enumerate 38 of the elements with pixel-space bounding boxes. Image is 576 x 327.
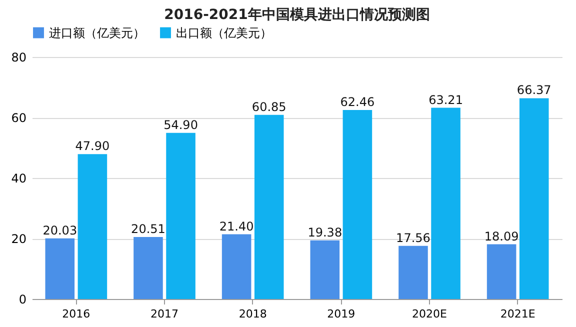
bar [222, 234, 252, 299]
bar [398, 246, 428, 299]
bar [486, 244, 516, 299]
x-tick-label: 2017 [150, 308, 178, 320]
data-label: 20.51 [131, 222, 166, 236]
x-tick-label: 2016 [62, 308, 90, 320]
legend-label: 出口额（亿美元） [176, 26, 272, 40]
bar [134, 236, 163, 299]
bar [342, 110, 372, 299]
bar [166, 132, 196, 299]
bar [519, 98, 549, 299]
bar [254, 114, 284, 299]
bar [310, 240, 340, 299]
data-label: 20.03 [42, 223, 78, 238]
bar [431, 108, 460, 299]
x-tick-label: 2019 [327, 308, 356, 320]
data-label: 66.37 [516, 83, 552, 98]
data-label: 21.40 [219, 219, 254, 234]
bar [45, 238, 75, 299]
y-tick-label: 40 [11, 172, 26, 186]
x-tick-label: 2020E [412, 308, 448, 320]
chart-title: 2016-2021年中国模具进出口情况预测图 [164, 7, 430, 23]
y-tick-label: 80 [11, 50, 26, 64]
data-label: 60.85 [252, 100, 286, 114]
data-label: 54.90 [164, 118, 198, 132]
y-tick-label: 0 [18, 292, 26, 306]
x-tick-label: 2021E [500, 308, 536, 320]
data-label: 19.38 [308, 225, 342, 240]
data-label: 47.90 [75, 139, 110, 154]
data-label: 62.46 [340, 95, 375, 110]
x-tick-label: 2018 [238, 308, 267, 320]
y-tick-label: 20 [11, 232, 26, 246]
y-tick-label: 60 [11, 111, 26, 125]
bar [78, 154, 108, 299]
data-label: 63.21 [428, 92, 463, 107]
data-label: 17.56 [396, 230, 430, 245]
data-label: 18.09 [484, 229, 519, 244]
legend-label: 进口额（亿美元） [49, 26, 145, 40]
